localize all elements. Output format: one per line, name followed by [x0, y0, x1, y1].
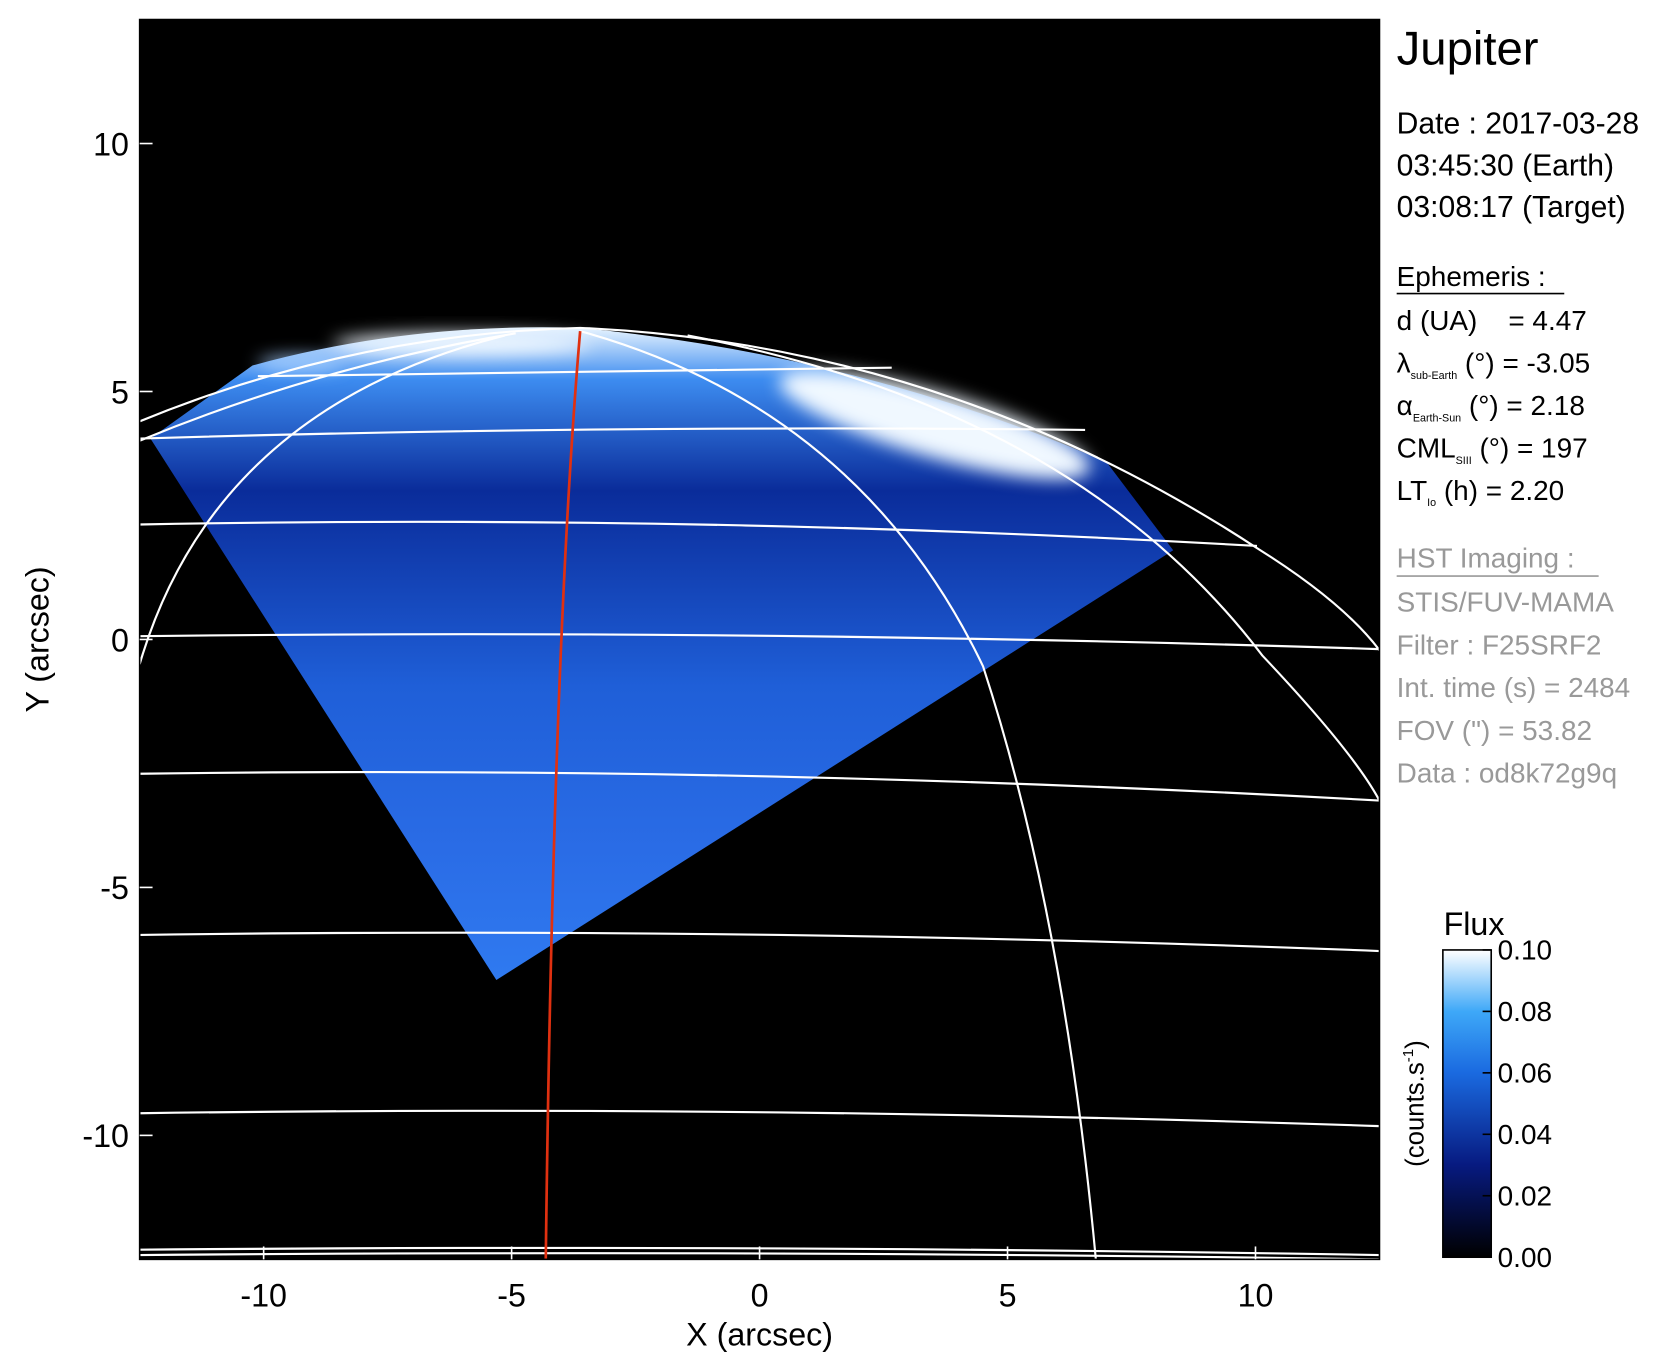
x-tick-label: -5 — [497, 1278, 526, 1314]
info-panel: Jupiter Date : 2017-03-28 03:45:30 (Earth)… — [1397, 23, 1639, 789]
planet-name: Jupiter — [1397, 23, 1539, 76]
ephemeris-line: LTIo (h) = 2.20 — [1397, 475, 1565, 509]
y-tick-label: -10 — [82, 1118, 129, 1154]
unit-text: (counts.s — [1402, 1062, 1430, 1167]
hst-line: Data : od8k72g9q — [1397, 758, 1617, 789]
y-tick-label: 10 — [93, 126, 129, 162]
ephemeris-line: d (UA) = 4.47 — [1397, 305, 1587, 336]
colorbar — [1442, 949, 1493, 1259]
x-axis-label: X (arcsec) — [686, 1316, 833, 1352]
unit-text: ) — [1402, 1040, 1430, 1049]
colorbar-tick-label: 0.08 — [1498, 996, 1552, 1027]
date-line: Date : 2017-03-28 — [1397, 107, 1639, 140]
colorbar-tick-label: 0.10 — [1498, 935, 1552, 966]
subscript: Earth-Sun — [1413, 412, 1461, 424]
grid-overlay — [139, 326, 1380, 1260]
central-meridian — [544, 330, 582, 1260]
y-tick-label: 0 — [111, 622, 129, 658]
x-tick-label: 5 — [999, 1278, 1017, 1314]
x-tick-label: -10 — [240, 1278, 287, 1314]
symbol: λ — [1397, 347, 1411, 378]
date-line: 03:08:17 (Target) — [1397, 191, 1626, 224]
symbol: LT — [1397, 475, 1428, 506]
detector-image — [150, 327, 1174, 981]
hst-line: Filter : F25SRF2 — [1397, 629, 1602, 660]
hst-line: STIS/FUV-MAMA — [1397, 587, 1615, 618]
y-tick-label: -5 — [100, 870, 129, 906]
subscript: Io — [1427, 497, 1436, 509]
colorbar-title: Flux — [1444, 906, 1505, 942]
colorbar-tick-label: 0.06 — [1498, 1058, 1552, 1089]
hst-line: Int. time (s) = 2484 — [1397, 672, 1631, 703]
value-text: (°) = -3.05 — [1457, 347, 1590, 378]
value-text: (°) = 197 — [1472, 432, 1588, 463]
x-tick-label: 0 — [751, 1278, 769, 1314]
symbol: α — [1397, 390, 1413, 421]
colorbar-tick-label: 0.02 — [1498, 1180, 1552, 1211]
value-text: (°) = 2.18 — [1461, 390, 1585, 421]
ephemeris-heading: Ephemeris : — [1397, 261, 1546, 292]
subscript: sub-Earth — [1411, 370, 1458, 382]
value-text: (h) = 2.20 — [1436, 475, 1564, 506]
colorbar-unit: (counts.s-1) — [1400, 1040, 1430, 1167]
symbol: CML — [1397, 432, 1456, 463]
date-line: 03:45:30 (Earth) — [1397, 149, 1614, 182]
y-axis-label: Y (arcsec) — [19, 566, 55, 712]
ephemeris-line: λsub-Earth (°) = -3.05 — [1397, 347, 1591, 381]
colorbar-tick-label: 0.04 — [1498, 1119, 1552, 1150]
y-tick-label: 5 — [111, 374, 129, 410]
colorbar-tick-label: 0.00 — [1498, 1242, 1552, 1273]
image — [139, 326, 1380, 1260]
value-text: d (UA) = 4.47 — [1397, 305, 1587, 336]
ephemeris-line: CMLSIII (°) = 197 — [1397, 432, 1588, 466]
subscript: SIII — [1456, 455, 1472, 467]
x-tick-label: 10 — [1238, 1278, 1274, 1314]
hst-line: FOV (") = 53.82 — [1397, 715, 1592, 746]
hst-heading: HST Imaging : — [1397, 542, 1575, 573]
ephemeris-line: αEarth-Sun (°) = 2.18 — [1397, 390, 1585, 424]
unit-sup: -1 — [1400, 1049, 1417, 1062]
